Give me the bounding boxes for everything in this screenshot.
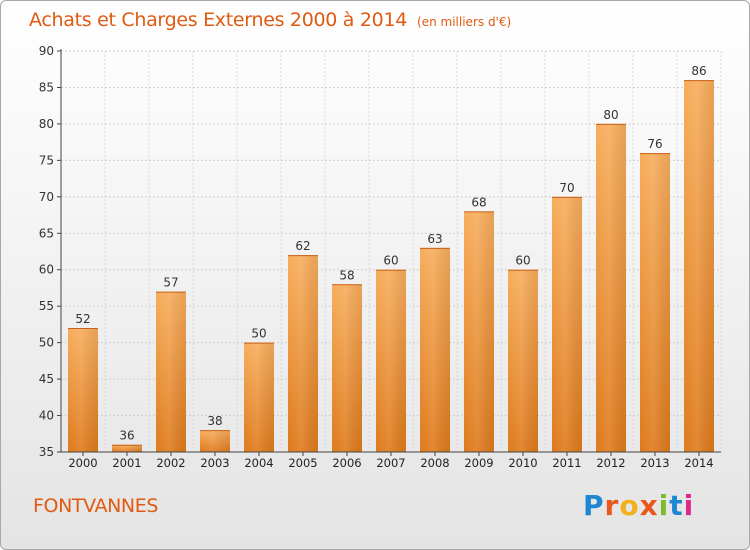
bar-value-label: 80: [603, 108, 618, 122]
bar-value-label: 70: [559, 181, 574, 195]
bar-shine: [684, 80, 714, 452]
logo-letter: o: [619, 489, 640, 522]
proxiti-logo: Proxiti: [583, 489, 694, 522]
y-tick-label: 65: [39, 226, 54, 240]
bar-value-label: 86: [691, 64, 706, 78]
bar-shine: [156, 291, 186, 452]
x-tick-label: 2006: [332, 456, 361, 470]
bar-shine: [244, 342, 274, 452]
bar-shine: [68, 328, 98, 452]
logo-letter: x: [639, 489, 659, 522]
bar-value-label: 58: [339, 268, 354, 282]
chart-title: Achats et Charges Externes 2000 à 2014: [29, 9, 408, 31]
y-tick-label: 40: [39, 409, 54, 423]
x-tick-label: 2013: [640, 456, 669, 470]
bar-value-label: 38: [207, 414, 222, 428]
bar-value-label: 63: [427, 232, 442, 246]
y-tick-label: 70: [39, 190, 54, 204]
x-tick-label: 2014: [684, 456, 713, 470]
logo-letter: P: [583, 489, 605, 522]
logo-letter: t: [669, 489, 684, 522]
bar-value-label: 60: [515, 254, 530, 268]
bar-shine: [200, 430, 230, 452]
bar-shine: [464, 211, 494, 452]
bars: 52 36 57 38 50 62 58 60 63 68 60 70 80 76 86: [68, 64, 714, 452]
y-tick-label: 55: [39, 299, 54, 313]
x-tick-label: 2011: [552, 456, 581, 470]
y-tick-label: 50: [39, 336, 54, 350]
x-tick-label: 2005: [288, 456, 317, 470]
bar-shine: [596, 123, 626, 452]
x-tick-label: 2003: [200, 456, 229, 470]
bar-value-label: 62: [295, 239, 310, 253]
bar-value-label: 57: [163, 276, 178, 290]
y-tick-label: 45: [39, 372, 54, 386]
y-tick-label: 60: [39, 263, 54, 277]
bar-value-label: 50: [251, 327, 266, 341]
bar-value-label: 52: [75, 312, 90, 326]
y-tick-label: 80: [39, 117, 54, 131]
chart-subtitle: (en milliers d'€): [417, 15, 512, 29]
logo-letter: i: [683, 489, 695, 522]
x-tick-label: 2009: [464, 456, 493, 470]
chart-header: Achats et Charges Externes 2000 à 2014 (e…: [29, 9, 511, 31]
x-tick-label: 2004: [244, 456, 273, 470]
bar-value-label: 76: [647, 137, 662, 151]
x-tick-label: 2012: [596, 456, 625, 470]
x-tick-label: 2000: [68, 456, 97, 470]
y-tick-label: 35: [39, 445, 54, 459]
x-tick-label: 2001: [112, 456, 141, 470]
bar-value-label: 68: [471, 195, 486, 209]
bar-shine: [376, 269, 406, 452]
bar-shine: [552, 196, 582, 452]
x-tick-label: 2007: [376, 456, 405, 470]
axes: 35 40 45 50 55 60 65 70 75 80 85 90 2000 2001 2002 2003…: [39, 44, 721, 470]
logo-letter: i: [658, 489, 670, 522]
y-tick-label: 75: [39, 153, 54, 167]
bar-value-label: 60: [383, 254, 398, 268]
bar-shine: [332, 284, 362, 452]
bar-shine: [112, 444, 142, 452]
x-tick-label: 2002: [156, 456, 185, 470]
logo-letter: r: [604, 489, 620, 522]
bar-value-label: 36: [119, 429, 134, 443]
bar-shine: [640, 153, 670, 452]
x-tick-label: 2008: [420, 456, 449, 470]
bar-shine: [508, 269, 538, 452]
commune-name: FONTVANNES: [33, 495, 158, 517]
bar-shine: [288, 255, 318, 452]
y-tick-label: 85: [39, 80, 54, 94]
bar-shine: [420, 247, 450, 452]
y-tick-label: 90: [39, 44, 54, 58]
x-tick-label: 2010: [508, 456, 537, 470]
